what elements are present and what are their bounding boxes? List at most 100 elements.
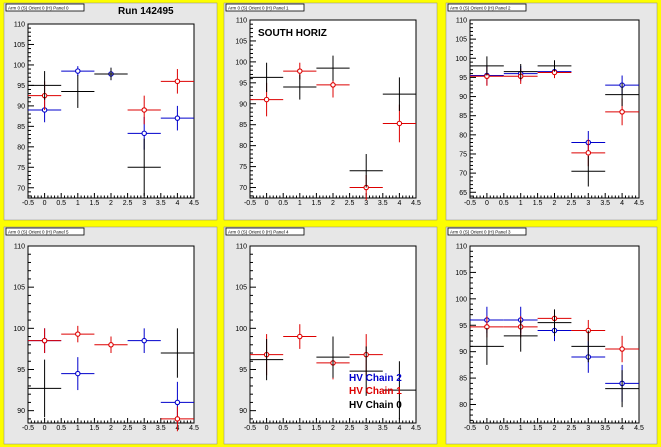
x-tick-label: 2.5	[567, 425, 577, 432]
chart-panel-2: Arm 0 (S) Orient 0 (H) Panel 2-0.5 0 0.5 1 1…	[445, 2, 658, 221]
x-tick-label: 3	[364, 200, 368, 207]
data-point-marker	[619, 346, 625, 352]
y-tick-label: 110	[456, 244, 467, 251]
y-tick-label: 80	[459, 132, 467, 139]
x-tick-label: 1	[519, 200, 523, 207]
legend-entry-chain-0: HV Chain 0	[349, 400, 402, 411]
x-tick-label: 4.5	[411, 425, 421, 432]
region-label: SOUTH HORIZ	[258, 28, 327, 39]
x-tick-label: 4.5	[189, 425, 199, 432]
x-tick-label: 3	[142, 425, 146, 432]
legend-entry-chain-2: HV Chain 2	[349, 373, 402, 384]
series-hv-chain-0	[250, 336, 416, 419]
x-tick-label: 4	[620, 425, 624, 432]
y-tick-label: 95	[239, 80, 247, 87]
y-tick-label: 110	[236, 18, 247, 25]
x-tick-label: -0.5	[464, 200, 476, 207]
x-tick-label: 3	[586, 425, 590, 432]
y-tick-label: 100	[235, 326, 247, 333]
y-tick-label: 105	[13, 285, 25, 292]
panel-title-box	[447, 227, 527, 236]
y-tick-label: 95	[17, 83, 25, 90]
y-axis: 65 70 75 80 85 90 95 100 105 110	[455, 18, 476, 197]
series-hv-chain-0	[28, 328, 194, 418]
y-tick-label: 105	[235, 285, 247, 292]
y-tick-label: 95	[17, 367, 25, 374]
chart-panel-4: Arm 0 (S) Orient 0 (H) Panel 4-0.5 0 0.5 1 1…	[223, 226, 438, 445]
x-axis: -0.5 0 0.5 1 1.5 2 2.5 3 3.5 4 4.5	[244, 193, 421, 207]
data-point-marker	[75, 68, 81, 74]
y-tick-label: 80	[17, 144, 25, 151]
y-axis: 70 75 80 85 90 95 100 105 110	[13, 22, 34, 197]
data-point-marker	[141, 130, 147, 137]
x-tick-label: 4	[397, 200, 401, 207]
x-tick-label: 1.5	[312, 200, 322, 207]
x-tick-label: 2	[553, 425, 557, 432]
series-hv-chain-0	[28, 67, 161, 196]
x-tick-label: 2	[553, 200, 557, 207]
plot-frame	[27, 245, 195, 424]
x-tick-label: 0.5	[278, 200, 288, 207]
x-tick-label: 0.5	[499, 425, 509, 432]
y-axis: 90 95 100 105 110	[13, 244, 34, 420]
panel-title: Arm 0 (S) Orient 0 (H) Panel 1	[228, 5, 289, 10]
x-tick-label: 0	[265, 425, 269, 432]
y-tick-label: 80	[239, 143, 247, 150]
x-tick-label: 0.5	[278, 425, 288, 432]
data-point-marker	[396, 120, 403, 127]
series-hv-chain-0	[250, 55, 416, 188]
x-tick-label: 2.5	[345, 425, 355, 432]
data-point-marker	[141, 107, 147, 113]
data-point-marker	[108, 342, 114, 348]
y-tick-label: 90	[459, 94, 467, 101]
panel-title-box	[5, 227, 85, 236]
x-tick-label: 2.5	[567, 200, 577, 207]
y-axis: 90 95 100 105 110	[235, 244, 256, 420]
x-tick-label: 1	[298, 425, 302, 432]
x-tick-label: 1	[298, 200, 302, 207]
x-tick-label: 3	[142, 200, 146, 207]
y-tick-label: 95	[459, 75, 467, 82]
x-tick-label: -0.5	[244, 425, 256, 432]
x-tick-label: 1	[76, 425, 80, 432]
y-tick-label: 90	[239, 408, 247, 415]
x-tick-label: -0.5	[22, 200, 34, 207]
x-tick-label: 2	[109, 425, 113, 432]
x-axis: -0.5 0 0.5 1 1.5 2 2.5 3 3.5 4 4.5	[464, 418, 644, 432]
plot-frame	[469, 19, 640, 199]
x-tick-label: 1.5	[90, 425, 100, 432]
x-tick-label: 0	[485, 200, 489, 207]
x-tick-label: 4.5	[411, 200, 421, 207]
x-tick-label: 1	[76, 200, 80, 207]
y-tick-label: 75	[17, 165, 25, 172]
run-number-label: Run 142495	[118, 6, 174, 17]
data-point-marker	[174, 78, 181, 85]
y-tick-label: 95	[239, 367, 247, 374]
x-tick-label: 3.5	[600, 200, 610, 207]
series-hv-chain-0	[470, 309, 639, 408]
x-axis: -0.5 0 0.5 1 1.5 2 2.5 3 3.5 4 4.5	[464, 193, 644, 207]
x-tick-label: 4.5	[634, 200, 644, 207]
y-tick-label: 85	[459, 376, 467, 383]
data-point-marker	[297, 68, 303, 74]
panel-title: Arm 0 (S) Orient 0 (H) Panel 0	[8, 5, 69, 10]
y-tick-label: 105	[455, 37, 467, 44]
x-tick-label: 2.5	[123, 425, 133, 432]
legend-entry-chain-1: HV Chain 1	[349, 386, 402, 397]
y-tick-label: 65	[459, 190, 467, 197]
data-point-marker	[330, 82, 336, 88]
panel-title-box	[447, 3, 527, 12]
x-tick-label: 2	[331, 200, 335, 207]
x-tick-label: 3.5	[156, 200, 166, 207]
data-point-marker	[75, 370, 81, 377]
y-tick-label: 75	[239, 164, 247, 171]
y-tick-label: 105	[235, 38, 247, 45]
panel-title-box	[225, 227, 305, 236]
y-tick-label: 105	[455, 270, 467, 277]
x-tick-label: 2.5	[345, 200, 355, 207]
y-tick-label: 75	[459, 151, 467, 158]
y-tick-label: 85	[239, 122, 247, 129]
plot-frame	[249, 19, 417, 199]
chart-panel-3: Arm 0 (S) Orient 0 (H) Panel 5-0.5 0 0.5 1 1…	[3, 226, 218, 445]
